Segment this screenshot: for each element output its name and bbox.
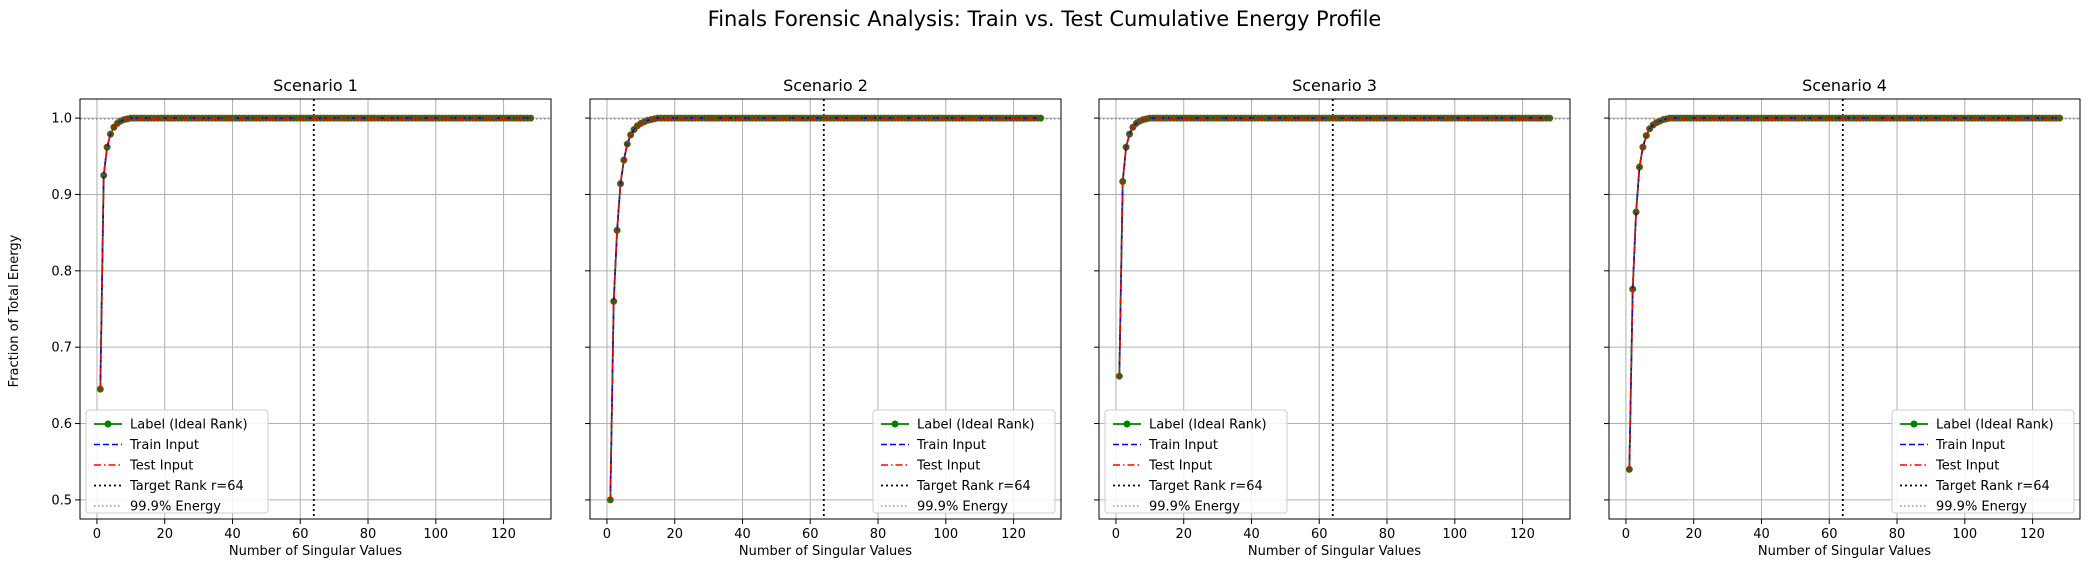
x-tick-label: 80 — [1379, 527, 1396, 542]
test-series-line — [609, 117, 1041, 500]
legend-box — [1891, 409, 2075, 514]
x-tick-label: 40 — [224, 527, 241, 542]
legend-label: Label (Ideal Rank) — [917, 418, 1035, 433]
y-tick-label: 1.0 — [51, 112, 72, 127]
x-tick-label: 20 — [666, 527, 683, 542]
y-tick-label: 0.9 — [51, 188, 72, 203]
legend-label: Target Rank r=64 — [1148, 479, 1263, 494]
x-tick-label: 100 — [423, 527, 448, 542]
legend-box — [85, 409, 269, 514]
panel-title: Scenario 4 — [1802, 76, 1887, 95]
test-series-line — [1628, 117, 2060, 470]
x-tick-label: 0 — [1112, 527, 1120, 542]
panel-title: Scenario 2 — [783, 76, 868, 95]
legend-label: Train Input — [1148, 438, 1218, 453]
x-tick-label: 60 — [802, 527, 819, 542]
x-tick-label: 60 — [1311, 527, 1328, 542]
legend-label: 99.9% Energy — [917, 500, 1008, 515]
panel-title: Scenario 3 — [1292, 76, 1377, 95]
legend-label: Test Input — [916, 459, 980, 474]
legend-label: Test Input — [1148, 459, 1212, 474]
tick-marks: 0 20 40 60 80 100 120 — [585, 117, 1026, 542]
x-tick-label: 80 — [870, 527, 887, 542]
test-series-line — [99, 117, 531, 390]
legend-marker — [104, 420, 112, 428]
x-tick-label: 80 — [1889, 527, 1906, 542]
chart-panel-4: Scenario 4 0 20 40 60 80 100 120 Number of Singu… — [1604, 76, 2081, 559]
x-tick-label: 0 — [1622, 527, 1630, 542]
tick-marks: 0 20 40 60 80 100 120 0.5 0.6 0.7 0.8 0.9 1.0 — [51, 112, 516, 542]
x-tick-label: 120 — [1510, 527, 1535, 542]
x-tick-label: 0 — [603, 527, 611, 542]
legend: Label (Ideal Rank) Train Input Test Input T… — [872, 409, 1056, 515]
legend-label: Train Input — [129, 438, 199, 453]
grid-lines — [590, 99, 1061, 519]
x-axis-label: Number of Singular Values — [739, 544, 912, 559]
legend-label: Test Input — [1935, 459, 1999, 474]
legend-marker — [1910, 420, 1918, 428]
legend-label: Label (Ideal Rank) — [1936, 418, 2054, 433]
legend-box — [1104, 409, 1288, 514]
x-tick-label: 100 — [1952, 527, 1977, 542]
legend: Label (Ideal Rank) Train Input Test Input T… — [1104, 409, 1288, 515]
legend-marker — [891, 420, 899, 428]
tick-marks: 0 20 40 60 80 100 120 — [1604, 117, 2045, 542]
legend: Label (Ideal Rank) Train Input Test Input T… — [85, 409, 269, 515]
legend-label: Label (Ideal Rank) — [130, 418, 248, 433]
y-axis-label: Fraction of Total Energy — [7, 234, 22, 387]
figure-suptitle: Finals Forensic Analysis: Train vs. Test… — [708, 7, 1382, 31]
chart-panel-2: Scenario 2 0 20 40 60 80 100 120 Number of Singu… — [585, 76, 1062, 559]
y-tick-label: 0.5 — [51, 493, 72, 508]
x-tick-label: 60 — [292, 527, 309, 542]
x-axis-label: Number of Singular Values — [1758, 544, 1931, 559]
legend-label: Target Rank r=64 — [129, 479, 244, 494]
legend-label: Target Rank r=64 — [916, 479, 1031, 494]
x-tick-label: 20 — [1685, 527, 1702, 542]
axes-frame — [589, 98, 1062, 520]
panel-title: Scenario 1 — [273, 76, 358, 95]
x-tick-label: 120 — [2020, 527, 2045, 542]
x-tick-label: 100 — [1442, 527, 1467, 542]
legend-label: Label (Ideal Rank) — [1149, 418, 1267, 433]
x-tick-label: 120 — [491, 527, 516, 542]
legend-marker — [1123, 420, 1131, 428]
tick-marks: 0 20 40 60 80 100 120 — [1094, 117, 1535, 542]
x-tick-label: 20 — [1175, 527, 1192, 542]
label-point — [1037, 114, 1045, 122]
axes-frame — [1608, 98, 2081, 520]
legend-label: 99.9% Energy — [1936, 500, 2027, 515]
axes-frame — [79, 98, 552, 520]
x-tick-label: 60 — [1821, 527, 1838, 542]
x-tick-label: 40 — [1243, 527, 1260, 542]
test-series-line — [1118, 117, 1550, 377]
x-tick-label: 120 — [1001, 527, 1026, 542]
y-tick-label: 0.6 — [51, 417, 72, 432]
legend-label: Target Rank r=64 — [1935, 479, 2050, 494]
y-tick-label: 0.7 — [51, 341, 72, 356]
axes-frame — [1098, 98, 1571, 520]
y-tick-label: 0.8 — [51, 264, 72, 279]
chart-panel-1: Scenario 1 0 20 40 60 80 100 120 0.5 0.6 0.7 0.8 0.9… — [51, 76, 552, 559]
x-tick-label: 100 — [933, 527, 958, 542]
legend-label: Train Input — [916, 438, 986, 453]
chart-panel-3: Scenario 3 0 20 40 60 80 100 120 Number of Singu… — [1094, 76, 1571, 559]
legend-label: Test Input — [129, 459, 193, 474]
x-tick-label: 40 — [1753, 527, 1770, 542]
x-tick-label: 40 — [734, 527, 751, 542]
legend: Label (Ideal Rank) Train Input Test Input T… — [1891, 409, 2075, 515]
x-axis-label: Number of Singular Values — [1248, 544, 1421, 559]
legend-box — [872, 409, 1056, 514]
x-tick-label: 20 — [156, 527, 173, 542]
x-tick-label: 80 — [360, 527, 377, 542]
legend-label: 99.9% Energy — [130, 500, 221, 515]
x-tick-label: 0 — [93, 527, 101, 542]
legend-label: 99.9% Energy — [1149, 500, 1240, 515]
chart-panels: Scenario 1 0 20 40 60 80 100 120 0.5 0.6 0.7 0.8 0.9… — [51, 76, 2081, 559]
legend-label: Train Input — [1935, 438, 2005, 453]
x-axis-label: Number of Singular Values — [229, 544, 402, 559]
